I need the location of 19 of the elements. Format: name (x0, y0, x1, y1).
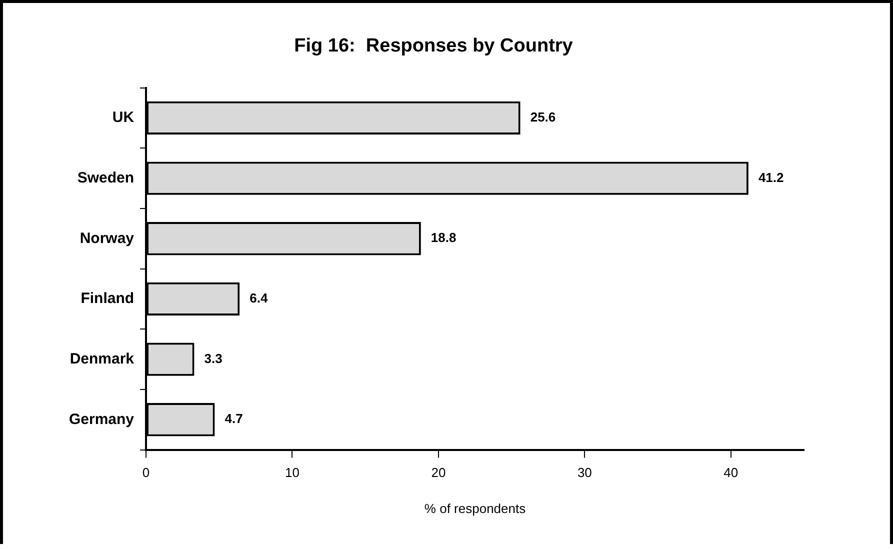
x-tick-label: 20 (431, 465, 446, 480)
x-tick-label: 40 (724, 465, 738, 480)
x-tick-label: 0 (142, 465, 150, 480)
data-label: 25.6 (530, 110, 556, 125)
x-tick-label: 30 (577, 465, 592, 480)
y-tick-label: Germany (68, 410, 135, 428)
data-label: 3.3 (204, 350, 222, 366)
y-tick-label: Finland (80, 290, 134, 308)
chart-title: Fig 16: Responses by Country (294, 36, 574, 57)
y-tick-label: UK (112, 109, 134, 126)
x-tick-label: 10 (285, 465, 300, 480)
data-label: 6.4 (250, 290, 268, 306)
data-label: 18.8 (430, 230, 456, 246)
data-label: 4.7 (224, 411, 243, 426)
y-tick-label: Norway (80, 230, 135, 247)
y-tick-label: Denmark (70, 350, 135, 368)
x-axis-title: % of respondents (424, 500, 526, 516)
data-label: 41.2 (758, 170, 784, 185)
y-tick-label: Sweden (77, 169, 134, 186)
